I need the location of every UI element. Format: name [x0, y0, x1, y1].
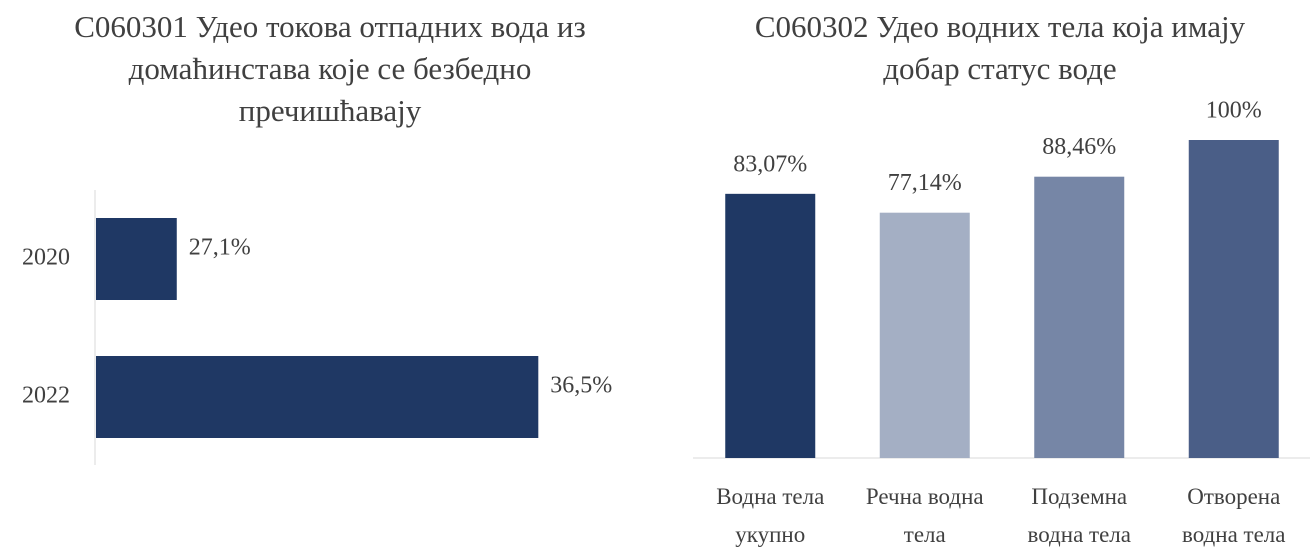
- data-label: 77,14%: [888, 170, 962, 196]
- x-tick-label: Речна водна тела: [865, 484, 984, 547]
- y-tick-label: 2022: [22, 383, 70, 409]
- bar: [725, 193, 816, 458]
- x-tick-label: Отворена водна тела: [1182, 484, 1286, 547]
- bar: [1188, 140, 1279, 458]
- bar: [879, 212, 970, 458]
- chart-title: C060302 Удео водних тела која имају доба…: [754, 9, 1246, 86]
- bar: [96, 218, 177, 300]
- y-tick-label: 2020: [22, 245, 70, 271]
- data-label: 100%: [1206, 98, 1262, 124]
- bar: [1034, 176, 1125, 458]
- data-label: 88,46%: [1042, 134, 1116, 160]
- data-label: 27,1%: [189, 235, 251, 261]
- x-tick-label: Водна тела укупно: [716, 484, 825, 547]
- chart-title: C060301 Удео токова отпадних вода из дом…: [74, 9, 586, 128]
- data-label: 36,5%: [550, 373, 612, 399]
- bar: [96, 356, 539, 438]
- data-label: 83,07%: [733, 151, 807, 177]
- x-tick-label: Подземна водна тела: [1027, 484, 1131, 547]
